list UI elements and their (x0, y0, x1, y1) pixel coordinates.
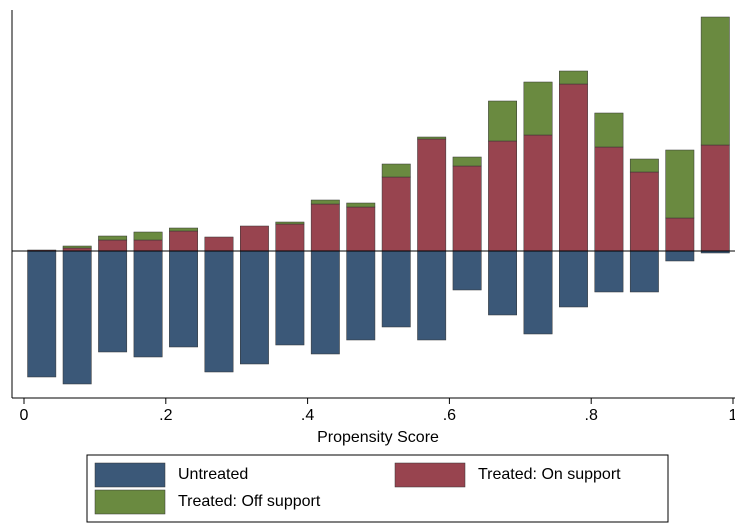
bar (523, 250, 553, 335)
bar (629, 171, 659, 252)
bar (275, 221, 305, 225)
bar (629, 250, 659, 293)
bar (239, 225, 269, 252)
bar (62, 245, 92, 249)
bar (204, 236, 234, 252)
bar (381, 250, 411, 328)
bar (310, 199, 340, 205)
bar (417, 250, 447, 341)
x-tick-label: 0 (20, 407, 29, 424)
bar (169, 230, 198, 252)
bar (204, 250, 234, 373)
bar (452, 165, 482, 252)
bar (665, 250, 695, 262)
legend-swatch (94, 489, 166, 515)
bar (381, 163, 411, 178)
bar (452, 250, 482, 291)
bar (488, 250, 518, 316)
bar (98, 235, 128, 241)
x-tick-label: .4 (301, 407, 314, 424)
bar (346, 202, 376, 208)
bar (133, 239, 163, 252)
bar (98, 239, 128, 252)
legend (86, 454, 669, 523)
bar (27, 250, 57, 378)
bar (346, 250, 376, 341)
bar (310, 250, 340, 355)
bar (594, 250, 624, 293)
bar (275, 250, 305, 346)
bar (700, 144, 730, 252)
bar (275, 223, 305, 252)
bar (133, 250, 163, 358)
bar (417, 136, 447, 140)
bar (381, 176, 411, 252)
x-tick-label: .8 (585, 407, 598, 424)
bar (346, 206, 376, 252)
x-axis-label: Propensity Score (317, 429, 439, 446)
x-tick-label: .6 (443, 407, 456, 424)
bar (594, 112, 624, 148)
legend-label: Treated: On support (478, 466, 621, 483)
bar (523, 134, 553, 252)
bar (452, 156, 482, 167)
bar (310, 203, 340, 252)
x-tick-label: .2 (159, 407, 172, 424)
legend-swatch (94, 462, 166, 488)
bar (488, 140, 518, 252)
bar (665, 149, 695, 219)
bar (169, 250, 198, 348)
legend-label: Treated: Off support (178, 493, 321, 510)
legend-label: Untreated (178, 466, 248, 483)
bar (523, 81, 553, 136)
bar (239, 250, 269, 365)
legend-swatch (394, 462, 466, 488)
bar (98, 250, 128, 353)
bar (559, 70, 588, 85)
bar (594, 146, 624, 252)
bar (559, 83, 588, 252)
bar (417, 138, 447, 252)
x-tick-label: 1 (729, 407, 735, 424)
bar (169, 227, 198, 232)
bar (665, 217, 695, 252)
bar (62, 250, 92, 385)
bar (488, 100, 518, 142)
bar (700, 16, 730, 146)
bar (559, 250, 588, 308)
bar (629, 158, 659, 173)
bar (133, 231, 163, 241)
